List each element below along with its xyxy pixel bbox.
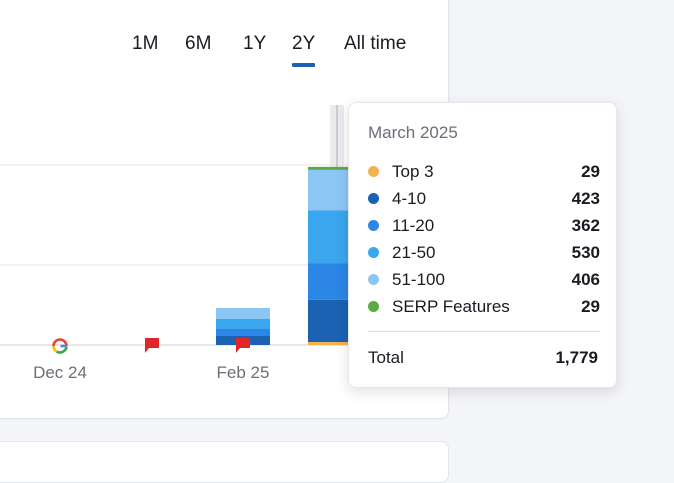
bar-segment-21-50 bbox=[308, 210, 348, 264]
tooltip-total-value: 1,779 bbox=[555, 348, 598, 367]
note-flag-icon bbox=[145, 338, 159, 353]
tooltip-row-label: 11-20 bbox=[392, 216, 435, 235]
tooltip-row-value: 29 bbox=[581, 162, 600, 181]
tooltip-row-label: 51-100 bbox=[392, 270, 445, 289]
google-update-icon bbox=[52, 338, 68, 354]
tooltip-row-value: 423 bbox=[571, 189, 600, 208]
tooltip-divider bbox=[368, 331, 600, 332]
tooltip-row-value: 406 bbox=[571, 270, 600, 289]
x-tick-label: Dec 24 bbox=[33, 363, 87, 382]
top3-dot bbox=[368, 166, 379, 177]
tooltip-row-value: 29 bbox=[581, 297, 600, 316]
tooltip-row-label: 21-50 bbox=[392, 243, 436, 262]
chart-markers bbox=[52, 338, 250, 354]
bar-segment-51-100 bbox=[308, 169, 348, 211]
range-1y[interactable]: 1Y bbox=[243, 33, 267, 54]
tooltip-row-4-10: 4-10 423 bbox=[368, 188, 600, 210]
tooltip-row-51-100: 51-100 406 bbox=[368, 269, 600, 291]
tooltip-total-label: Total bbox=[368, 348, 404, 367]
tooltip-row-top3: Top 3 29 bbox=[368, 161, 600, 183]
serp-features-dot bbox=[368, 301, 379, 312]
bar-segment-11-20 bbox=[308, 263, 348, 300]
51-100-dot bbox=[368, 274, 379, 285]
21-50-dot bbox=[368, 247, 379, 258]
tooltip-row-value: 362 bbox=[571, 216, 600, 235]
bar-segment-4-10 bbox=[308, 299, 348, 342]
range-6m[interactable]: 6M bbox=[185, 33, 212, 54]
range-all-time[interactable]: All time bbox=[344, 33, 407, 54]
bar-segment-top-3 bbox=[308, 342, 348, 345]
tooltip-title: March 2025 bbox=[368, 123, 458, 142]
rankings-chart: Dec 24 Feb 25 bbox=[0, 105, 430, 382]
note-flag-icon bbox=[236, 338, 250, 353]
tooltip-row-label: 4-10 bbox=[392, 189, 427, 208]
chart-tooltip: March 2025 Top 3 29 4-10 423 11-20 362 2… bbox=[348, 102, 617, 388]
tooltip-row-21-50: 21-50 530 bbox=[368, 242, 600, 264]
range-2y[interactable]: 2Y bbox=[292, 33, 316, 67]
bar-segment-11-20 bbox=[216, 329, 270, 336]
tooltip-row-serp-features: SERP Features 29 bbox=[368, 296, 600, 318]
bar-segment-21-50 bbox=[216, 319, 270, 329]
chart-bars bbox=[216, 166, 348, 345]
x-tick-label: Feb 25 bbox=[217, 363, 270, 382]
bar-segment-serp-features bbox=[308, 166, 348, 170]
11-20-dot bbox=[368, 220, 379, 231]
tooltip-row-value: 530 bbox=[571, 243, 600, 262]
x-axis: Dec 24 Feb 25 bbox=[33, 363, 269, 382]
tooltip-row-label: SERP Features bbox=[392, 297, 510, 316]
range-1m[interactable]: 1M bbox=[132, 33, 159, 54]
tooltip-row-label: Top 3 bbox=[392, 162, 434, 181]
4-10-dot bbox=[368, 193, 379, 204]
time-range-selector: 1M 6M 1Y 2Y All time bbox=[0, 32, 440, 72]
tooltip-row-11-20: 11-20 362 bbox=[368, 215, 600, 237]
google-g-green bbox=[56, 346, 68, 354]
google-g-red bbox=[52, 338, 68, 347]
google-g-yellow bbox=[52, 345, 58, 353]
bar-segment-51-100 bbox=[216, 308, 270, 319]
